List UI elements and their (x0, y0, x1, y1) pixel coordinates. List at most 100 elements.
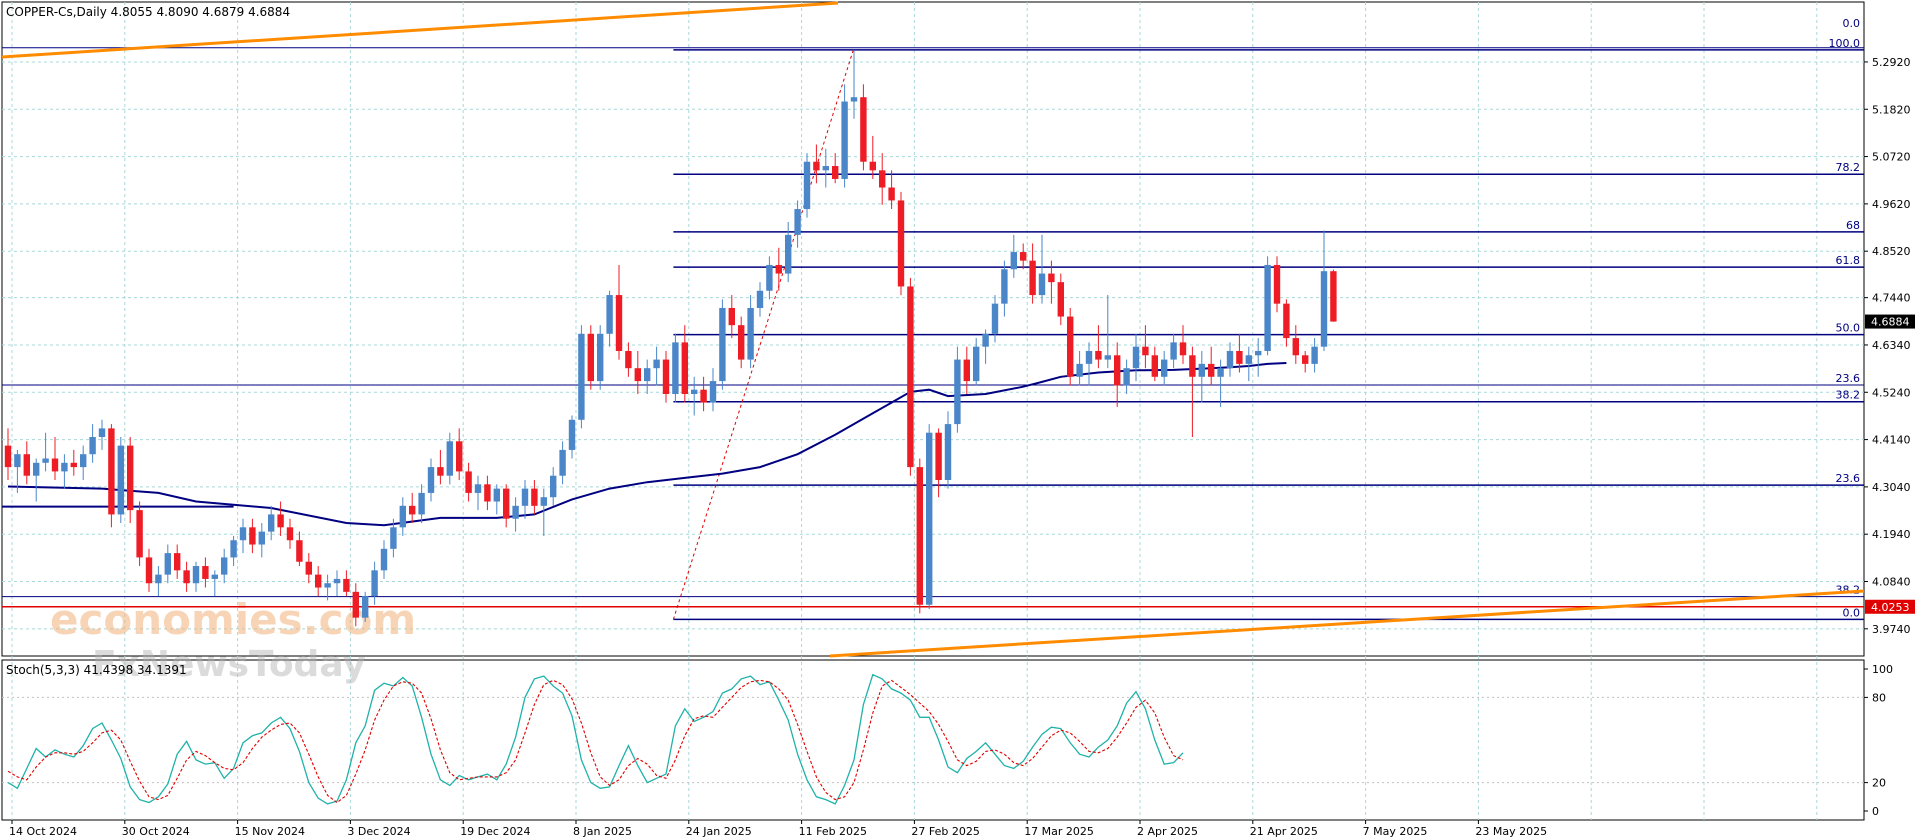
candle-body (258, 531, 265, 545)
candle-body (493, 488, 500, 502)
candle-body (550, 475, 557, 498)
candle-body (719, 307, 726, 382)
candle-body (1001, 269, 1008, 304)
candle-body (597, 333, 604, 382)
candle-body (634, 368, 641, 382)
candle-body (117, 445, 124, 515)
candle-body (794, 209, 801, 235)
candle-body (879, 170, 886, 188)
stoch-header: Stoch(5,3,3) 41.4398 34.1391 (6, 663, 187, 677)
fib-level-label: 0.0 (1843, 606, 1861, 619)
y-tick-label: 4.4140 (1872, 434, 1911, 447)
fib-level-label: 68 (1846, 219, 1860, 232)
candle-body (785, 234, 792, 274)
current-price-label: 4.6884 (1871, 316, 1910, 329)
candle-body (738, 325, 745, 360)
candle-body (1132, 346, 1140, 369)
candle-body (1236, 350, 1243, 364)
y-tick-label: 4.8520 (1872, 245, 1911, 258)
candle-body (1123, 368, 1130, 386)
candle-body (888, 187, 895, 201)
candle-body (606, 295, 613, 334)
y-tick-label: 5.0720 (1872, 151, 1911, 164)
candle-body (982, 333, 989, 347)
fib-top-label: 0.0 (1843, 17, 1861, 30)
stochastic-lines (7, 673, 1184, 805)
fib-level-label: 100.0 (1829, 37, 1861, 50)
candle-body (1217, 368, 1224, 377)
candle-body (145, 557, 153, 584)
candle-body (559, 449, 566, 476)
y-tick-label: 4.1940 (1872, 528, 1911, 541)
candle-body (691, 389, 698, 394)
fib-level-label: 61.8 (1836, 254, 1861, 267)
candle-body (286, 527, 294, 541)
candle-body (578, 333, 585, 420)
candle-body (822, 166, 829, 171)
y-tick-label: 4.6340 (1872, 339, 1911, 352)
candle-body (1020, 252, 1027, 261)
candle-body (991, 303, 999, 334)
candle-body (296, 540, 303, 562)
candle-body (249, 527, 256, 545)
candle-body (70, 462, 77, 468)
candle-body (418, 492, 425, 515)
lower-trend-line (829, 589, 1865, 658)
watermark-line2: FxNewsToday (92, 644, 366, 685)
candle-body (662, 359, 670, 394)
candle-body (1302, 355, 1309, 364)
y-tick-label: 5.2920 (1872, 56, 1911, 69)
candle-body (1085, 350, 1093, 364)
x-tick-label: 23 May 2025 (1475, 825, 1547, 838)
candle-body (1226, 350, 1234, 369)
candle-body (155, 574, 162, 584)
candle-body (42, 458, 49, 463)
candle-body (728, 307, 735, 326)
candle-body (503, 488, 510, 519)
candle-body (1095, 350, 1102, 360)
candle-body (474, 484, 482, 493)
candle-body (935, 432, 942, 481)
candle-body (371, 570, 378, 597)
main-panel-border (1, 1, 1865, 657)
candle-body (1170, 342, 1177, 360)
x-tick-label: 30 Oct 2024 (122, 825, 190, 838)
candle-body (963, 359, 970, 382)
candle-body (456, 441, 463, 472)
candle-body (305, 561, 312, 575)
candle-body (775, 264, 782, 274)
candle-body (672, 342, 679, 394)
fib-swing-line (672, 47, 855, 620)
candle-body (860, 97, 867, 162)
candle-body (61, 462, 68, 472)
candle-body (926, 432, 933, 605)
candle-body (973, 346, 980, 382)
candle-body (23, 454, 30, 476)
fib-level-label: 38.2 (1836, 389, 1861, 402)
candle-body (239, 527, 247, 541)
x-tick-label: 3 Dec 2024 (347, 825, 410, 838)
y-tick-label: 5.1820 (1872, 103, 1911, 116)
candle-body (202, 566, 209, 579)
candle-body (1292, 338, 1299, 356)
candle-body (568, 419, 576, 450)
candle-body (766, 264, 773, 291)
candle-body (907, 286, 914, 468)
candle-body (521, 488, 529, 506)
candle-body (531, 488, 538, 506)
candles (4, 49, 1337, 627)
x-tick-label: 24 Jan 2025 (686, 825, 752, 838)
grid (2, 2, 1864, 820)
candle-body (944, 424, 952, 481)
candle-body (803, 161, 811, 210)
candle-body (1179, 342, 1187, 356)
x-tick-label: 17 Mar 2025 (1024, 825, 1094, 838)
candle-body (108, 428, 115, 515)
candle-body (390, 527, 397, 549)
candle-body (1048, 273, 1055, 283)
candle-body (954, 359, 961, 425)
candle-body (1010, 252, 1017, 270)
fib-level-label: 50.0 (1836, 322, 1861, 335)
candle-body (1161, 359, 1168, 377)
